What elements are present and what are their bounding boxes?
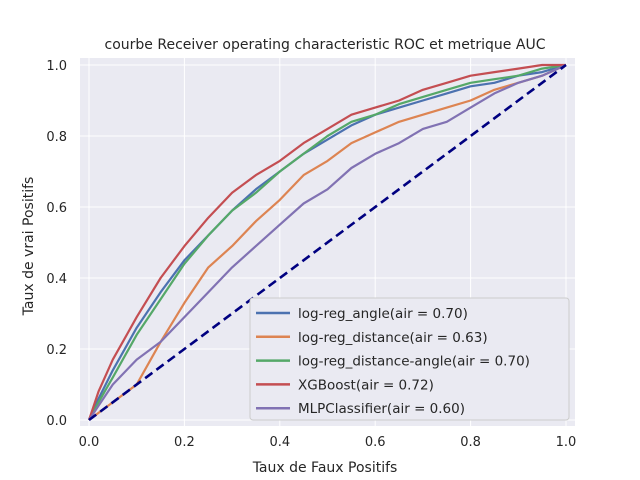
y-tick-label: 1.0 <box>46 59 67 74</box>
x-tick-label: 0.6 <box>365 435 386 450</box>
y-tick-label: 0.0 <box>46 414 67 429</box>
legend: log-reg_angle(air = 0.70) log-reg_distanc… <box>249 297 570 421</box>
y-tick-label: 0.4 <box>46 272 67 287</box>
series-line-2 <box>88 63 567 421</box>
x-tick-label: 0.2 <box>174 435 195 450</box>
y-tick-label: 0.6 <box>46 201 67 216</box>
series-lines <box>87 63 567 422</box>
x-tick-label: 1.0 <box>556 435 577 450</box>
x-axis-label: Taux de Faux Positifs <box>252 460 398 476</box>
x-tick-label: 0.8 <box>460 435 481 450</box>
x-tick-label: 0.0 <box>79 435 100 450</box>
legend-label: log-reg_distance-angle(air = 0.70) <box>298 354 530 370</box>
series-line-0 <box>87 63 567 421</box>
series-line-4 <box>88 63 567 421</box>
diagonal-reference-line <box>88 63 567 422</box>
series-line-3 <box>87 63 566 421</box>
y-tick-labels: 0.0 0.2 0.4 0.6 0.8 1.0 <box>46 59 67 429</box>
y-tick-label: 0.2 <box>46 343 67 358</box>
legend-label: XGBoost(air = 0.72) <box>298 377 434 393</box>
legend-label: log-reg_distance(air = 0.63) <box>298 330 488 346</box>
legend-box <box>249 297 570 421</box>
series-line-1 <box>88 63 567 421</box>
x-tick-label: 0.4 <box>269 435 290 450</box>
chart-title: courbe Receiver operating characteristic… <box>105 37 546 53</box>
y-tick-label: 0.8 <box>46 130 67 145</box>
x-tick-labels: 0.0 0.2 0.4 0.6 0.8 1.0 <box>79 435 577 450</box>
y-axis-label: Taux de vrai Positifs <box>21 177 37 317</box>
legend-label: log-reg_angle(air = 0.70) <box>298 306 468 322</box>
legend-label: MLPClassifier(air = 0.60) <box>298 401 465 417</box>
